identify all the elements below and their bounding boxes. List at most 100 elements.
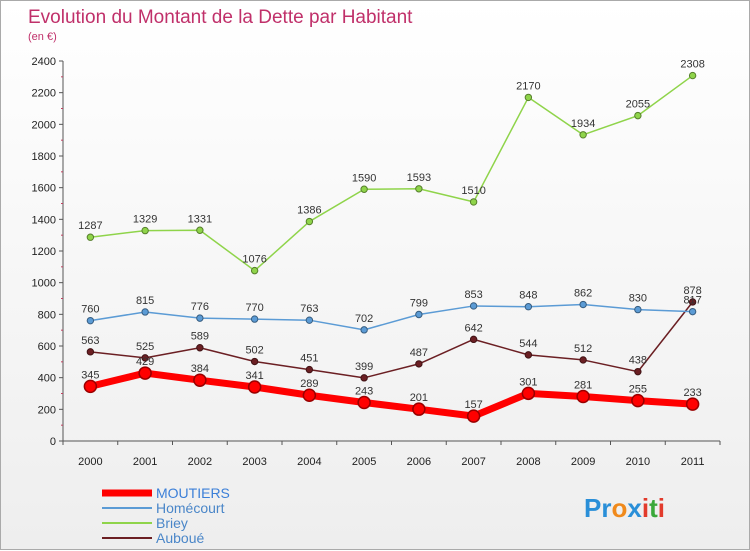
data-point [357,395,371,410]
data-point [412,402,426,416]
data-point [415,185,423,193]
data-label: 1590 [352,172,376,184]
logo-letter: P [584,493,601,523]
data-label: 878 [683,285,701,297]
series-line [89,74,694,272]
data-point [196,314,204,322]
data-point [196,226,204,234]
data-label: 799 [410,297,428,309]
data-point [469,335,478,344]
data-point [579,131,587,139]
data-point [524,303,533,311]
data-point [250,266,259,275]
x-tick-label: 2000 [78,456,102,468]
logo-letter: i [642,493,649,523]
data-label: 384 [191,363,209,375]
x-tick-label: 2001 [133,456,157,468]
data-label: 451 [300,353,318,365]
series-auboué: 563 525 589 502 451 399 487 642 544 512 438 878 [81,285,702,382]
data-point [631,393,645,408]
data-point [141,308,149,316]
data-point [634,367,642,376]
series-moutiers: 345 429 384 341 289 243 201 157 301 281 255 233 [81,356,702,423]
logo-letter: r [601,493,611,523]
logo-letter: t [649,493,658,523]
data-point [524,351,533,359]
data-point [576,389,590,404]
data-label: 2170 [516,80,540,92]
x-tick-label: 2006 [407,456,431,468]
legend-label: Homécourt [156,500,225,516]
series-layer: 563 525 589 502 451 399 487 642 544 512 438 878 760 8… [78,59,705,423]
data-point [141,226,149,235]
data-point [579,356,587,364]
logo-letter: o [611,493,627,523]
data-label: 1076 [242,254,266,266]
data-label: 525 [136,341,154,353]
proxiti-logo: Proxiti [584,493,665,523]
y-tick-label: 600 [38,341,56,353]
data-label: 776 [191,301,209,313]
data-point [469,302,478,310]
series-briey: 1287 1329 1331 1076 1386 1590 1593 1510 2170 1934… [78,59,705,275]
x-tick-label: 2008 [516,456,540,468]
logo-letter: x [627,493,642,523]
data-label: 399 [355,361,373,373]
data-point [524,93,533,102]
data-label: 1331 [188,213,212,225]
data-point [250,357,259,366]
data-point [83,379,98,394]
y-tick-label: 800 [38,309,56,321]
data-point [521,386,536,401]
y-tick-label: 1400 [32,214,56,226]
legend-label: Auboué [156,530,204,546]
data-label: 301 [519,376,537,388]
data-label: 815 [136,295,154,307]
data-label: 760 [81,304,99,316]
data-point [305,316,314,324]
chart-title: Evolution du Montant de la Dette par Hab… [28,7,413,28]
data-label: 201 [410,392,428,404]
data-label: 1287 [78,220,102,232]
x-tick-label: 2005 [352,456,376,468]
data-point [141,354,149,362]
data-point [634,305,642,314]
data-label: 1329 [133,214,157,226]
x-tick-label: 2010 [626,456,650,468]
axes: 0 200 400 600 800 1000 1200 1400 1600 1800 2000 220… [32,56,721,468]
y-tick-label: 0 [50,436,56,448]
data-label: 341 [245,370,263,382]
data-label: 862 [574,288,592,300]
data-label: 255 [629,384,647,396]
data-label: 2308 [680,59,704,71]
data-label: 642 [464,322,482,334]
data-point [579,300,587,309]
data-label: 2055 [626,99,650,111]
y-tick-label: 1000 [32,278,56,290]
data-point [415,360,423,368]
x-tick-label: 2011 [681,456,705,468]
data-point [634,111,642,120]
data-point [688,71,697,80]
y-tick-label: 2200 [32,88,56,100]
data-label: 1510 [461,185,485,197]
data-point [302,388,317,402]
data-point [305,217,314,226]
data-label: 243 [355,386,373,398]
data-label: 512 [574,343,592,355]
x-tick-label: 2002 [188,456,212,468]
data-label: 853 [464,289,482,301]
data-label: 438 [629,355,647,367]
data-label: 233 [683,387,701,399]
data-point [247,380,262,394]
legend-label: Briey [156,515,188,531]
data-label: 1593 [407,172,431,184]
data-point [86,348,95,356]
legend-label: MOUTIERS [156,485,230,501]
data-point [688,307,697,316]
data-label: 289 [300,378,318,390]
data-point [466,409,481,423]
data-label: 487 [410,347,428,359]
data-point [250,315,259,323]
